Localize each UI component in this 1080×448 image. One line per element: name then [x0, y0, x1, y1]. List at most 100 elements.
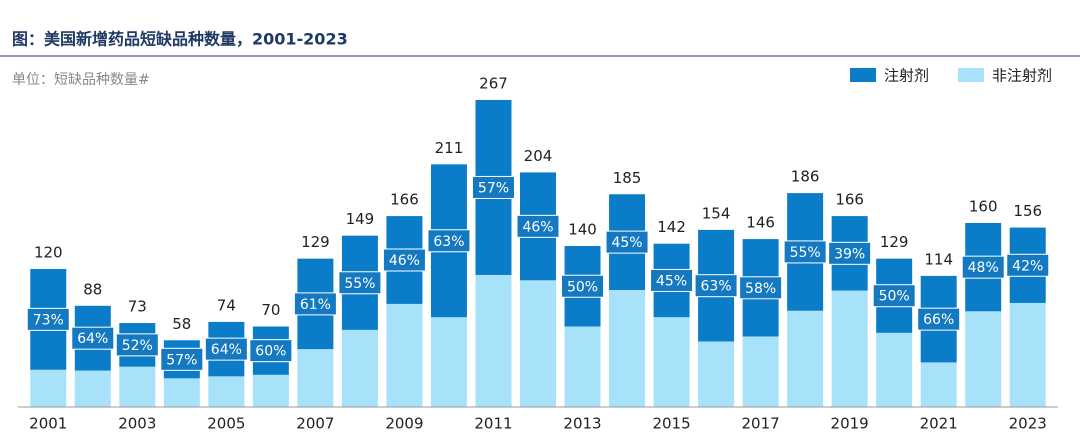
bar-segment	[430, 317, 467, 407]
bar-segment	[609, 289, 646, 407]
bar-segment	[653, 317, 690, 407]
bar-segment	[341, 329, 378, 407]
total-label: 166	[835, 191, 864, 209]
pct-label-box	[605, 230, 649, 254]
pct-label-box	[961, 255, 1005, 279]
bar-segment	[876, 332, 913, 407]
total-label: 142	[657, 218, 686, 236]
chart-subtitle: 单位：短缺品种数量#	[12, 72, 150, 88]
total-label: 140	[568, 221, 597, 239]
pct-label: 46%	[389, 253, 420, 269]
legend-label: 注射剂	[884, 67, 929, 85]
pct-label-box	[561, 274, 605, 298]
pct-label: 45%	[611, 235, 642, 251]
bar-segment	[208, 376, 245, 407]
pct-label-box	[650, 268, 694, 292]
pct-label-box	[694, 274, 738, 298]
legend-swatch	[850, 68, 876, 82]
total-label: 156	[1013, 202, 1042, 220]
total-label: 186	[791, 168, 820, 186]
x-tick-label: 2003	[118, 415, 156, 433]
total-label: 58	[172, 315, 191, 333]
pct-label-box	[1006, 253, 1050, 277]
pct-label-box	[739, 276, 783, 300]
pct-label: 45%	[656, 273, 687, 289]
pct-label-box	[204, 337, 248, 361]
total-label: 88	[83, 280, 102, 298]
pct-label: 39%	[834, 246, 865, 262]
pct-label: 64%	[77, 331, 108, 347]
total-label: 166	[390, 191, 419, 209]
pct-label: 57%	[166, 352, 197, 368]
x-tick-label: 2009	[385, 415, 423, 433]
pct-label-box	[783, 240, 827, 264]
pct-label-box	[872, 284, 916, 308]
x-tick-label: 2015	[652, 415, 690, 433]
pct-label-box	[338, 271, 382, 295]
bar-segment	[965, 311, 1002, 407]
total-label: 160	[969, 198, 998, 216]
pct-label: 57%	[478, 180, 509, 196]
pct-label-box	[917, 307, 961, 331]
bar-segment	[252, 374, 289, 407]
pct-label: 55%	[344, 276, 375, 292]
bar-segment	[475, 274, 512, 407]
total-label: 70	[261, 301, 280, 319]
pct-label: 55%	[790, 245, 821, 261]
x-tick-label: 2023	[1009, 415, 1047, 433]
total-label: 129	[880, 233, 909, 251]
bar-segment	[1009, 302, 1046, 407]
pct-label: 52%	[122, 338, 153, 354]
pct-label: 63%	[433, 234, 464, 250]
pct-label: 63%	[701, 279, 732, 295]
bar-segment	[119, 366, 156, 407]
bar-segment	[831, 290, 868, 407]
x-tick-label: 2007	[296, 415, 334, 433]
total-label: 267	[479, 74, 508, 92]
pct-label-box	[71, 326, 115, 350]
pct-label-box	[26, 307, 70, 331]
legend-label: 非注射剂	[992, 67, 1052, 85]
legend-swatch	[958, 68, 984, 82]
pct-label-box	[160, 347, 204, 371]
bar-segment	[564, 326, 601, 407]
bar-segment	[698, 341, 735, 407]
total-label: 149	[346, 210, 375, 228]
total-label: 154	[702, 204, 731, 222]
x-tick-label: 2001	[29, 415, 67, 433]
bar-segment	[297, 349, 334, 407]
bar-segment	[30, 369, 67, 407]
pct-label: 66%	[923, 312, 954, 328]
bar-segment	[787, 310, 824, 407]
total-label: 204	[524, 147, 553, 165]
chart-title: 图：美国新增药品短缺品种数量，2001-2023	[12, 30, 348, 49]
pct-label: 48%	[968, 260, 999, 276]
total-label: 211	[435, 139, 464, 157]
pct-label-box	[828, 241, 872, 265]
pct-label-box	[382, 248, 426, 272]
bar-segment	[520, 280, 556, 407]
total-label: 129	[301, 233, 330, 251]
bar-segment	[386, 303, 423, 407]
bar-segment	[74, 370, 111, 407]
pct-label: 50%	[879, 289, 910, 305]
pct-label-box	[427, 229, 471, 253]
pct-label: 50%	[567, 279, 598, 295]
pct-label-box	[115, 333, 159, 357]
x-tick-label: 2021	[920, 415, 958, 433]
pct-label-box	[293, 292, 337, 316]
bar-segment	[163, 378, 200, 407]
bar-segment	[742, 336, 779, 407]
total-label: 73	[128, 298, 147, 316]
total-label: 185	[613, 169, 642, 187]
bar-segment	[920, 362, 957, 407]
x-tick-label: 2011	[474, 415, 512, 433]
x-tick-label: 2017	[742, 415, 780, 433]
total-label: 114	[924, 250, 953, 268]
pct-label-box	[249, 339, 293, 363]
pct-label: 46%	[522, 219, 553, 235]
pct-label: 42%	[1012, 258, 1043, 274]
x-tick-label: 2005	[207, 415, 245, 433]
pct-label-box	[516, 214, 560, 238]
